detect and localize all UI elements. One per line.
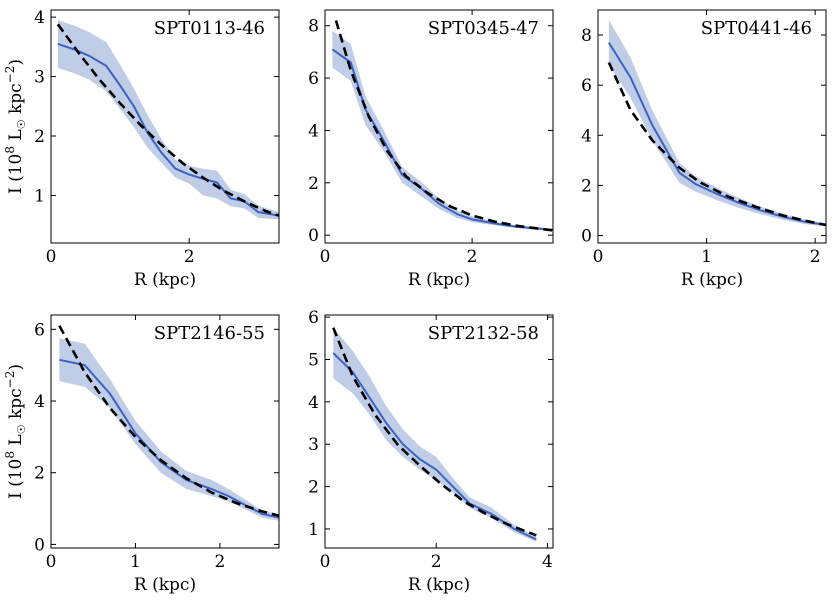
plot-frame	[50, 314, 280, 549]
x-tick-label: 0	[593, 247, 604, 267]
y-tick-label: 1	[34, 186, 45, 206]
y-tick-label: 6	[34, 320, 45, 340]
x-tick-label: 1	[701, 247, 712, 267]
plot-frame	[597, 9, 827, 244]
panel-title: SPT0345-47	[428, 18, 539, 39]
plot-area	[332, 327, 537, 542]
model-profile-line	[607, 62, 826, 227]
y-tick-label: 1	[308, 520, 319, 540]
uncertainty-band	[57, 20, 279, 220]
panel-title: SPT2132-58	[428, 323, 539, 344]
model-profile-line	[332, 327, 537, 537]
plot-area	[331, 20, 553, 232]
y-tick-label: 6	[308, 308, 319, 328]
y-tick-label: 4	[308, 121, 319, 141]
y-tick-label: 2	[308, 478, 319, 498]
x-tick-label: 0	[46, 247, 57, 267]
model-profile-line	[56, 23, 279, 217]
x-tick-label: 2	[467, 247, 478, 267]
x-axis-label: R (kpc)	[134, 270, 196, 290]
panel-spt0345-47: 0 2 0 2 4 6 8 SPT0345-47 R (kpc)	[308, 9, 554, 290]
y-axis-label: I (108 L☉ kpc−2)	[3, 364, 28, 499]
x-tick-label: 1	[130, 552, 141, 572]
observed-profile-line	[57, 42, 279, 217]
y-tick-label: 4	[34, 392, 45, 412]
y-tick-label: 2	[34, 127, 45, 147]
x-tick-label: 0	[46, 552, 57, 572]
x-tick-label: 2	[184, 247, 195, 267]
y-tick-label: 4	[34, 8, 45, 28]
y-tick-label: 6	[581, 76, 592, 96]
panel-spt2146-55: 0 1 2 0 2 4 6 SPT2146-55 R (kpc) I (108 L☉ kpc−2)	[3, 314, 280, 595]
y-tick-label: 3	[34, 68, 45, 88]
y-tick-label: 0	[581, 226, 592, 246]
plot-frame	[324, 9, 554, 244]
y-tick-label: 6	[308, 69, 319, 89]
y-tick-label: 3	[308, 435, 319, 455]
observed-profile-line	[332, 352, 537, 541]
panel-spt2132-58: 0 2 4 1 2 3 4 5 6 SPT2132-58 R (kpc)	[308, 308, 554, 595]
x-tick-label: 0	[320, 552, 331, 572]
x-axis-label: R (kpc)	[408, 575, 470, 595]
plot-frame	[324, 314, 554, 549]
uncertainty-band	[59, 338, 279, 521]
y-tick-label: 4	[581, 126, 592, 146]
y-tick-label: 8	[581, 26, 592, 46]
uncertainty-band	[608, 20, 826, 227]
y-tick-label: 0	[308, 226, 319, 246]
uncertainty-band	[333, 327, 537, 542]
x-axis-label: R (kpc)	[408, 270, 470, 290]
y-axis-label: I (108 L☉ kpc−2)	[3, 59, 28, 194]
x-tick-label: 2	[431, 552, 442, 572]
x-axis-label: R (kpc)	[681, 270, 743, 290]
x-tick-label: 4	[542, 552, 553, 572]
y-tick-label: 2	[581, 176, 592, 196]
y-tick-label: 4	[308, 393, 319, 413]
model-profile-line	[334, 20, 553, 232]
panel-spt0113-46: 0 2 1 2 3 4 SPT0113-46 R (kpc) I (108 L☉ kpc−2)	[3, 8, 280, 290]
x-tick-label: 2	[214, 552, 225, 572]
y-tick-label: 2	[34, 464, 45, 484]
panel-title: SPT0113-46	[154, 18, 265, 39]
y-tick-label: 2	[308, 174, 319, 194]
x-tick-label: 2	[810, 247, 821, 267]
y-tick-label: 5	[308, 350, 319, 370]
plot-area	[58, 325, 279, 521]
panel-spt0441-46: 0 1 2 0 2 4 6 8 SPT0441-46 R (kpc)	[581, 9, 827, 290]
plot-area	[56, 20, 279, 220]
x-tick-label: 0	[320, 247, 331, 267]
y-tick-label: 8	[308, 17, 319, 37]
y-tick-label: 0	[34, 535, 45, 555]
plot-frame	[50, 9, 280, 244]
observed-profile-line	[608, 42, 826, 226]
panel-title: SPT0441-46	[701, 18, 812, 39]
plot-area	[607, 20, 826, 227]
x-axis-label: R (kpc)	[134, 575, 196, 595]
model-profile-line	[58, 325, 279, 517]
panel-title: SPT2146-55	[154, 323, 265, 344]
